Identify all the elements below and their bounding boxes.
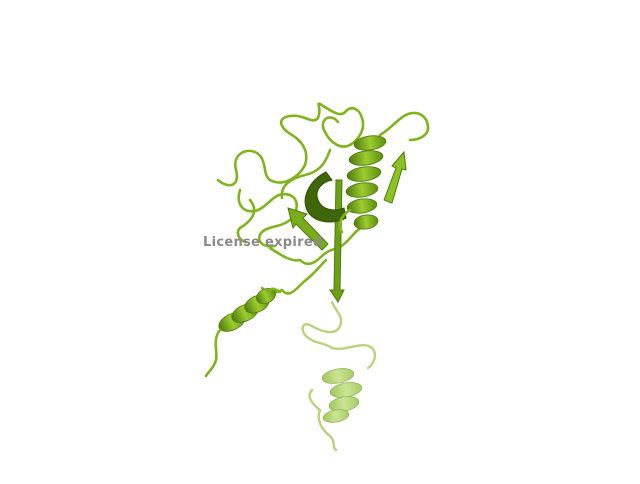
alpha-helix-lower	[321, 368, 363, 423]
beta-strand-central	[329, 179, 345, 303]
coil-loops	[216, 102, 430, 295]
alpha-helix-left	[218, 287, 276, 332]
license-watermark: License expired	[203, 235, 323, 250]
beta-strand-right	[383, 150, 407, 204]
alpha-helix-main	[345, 135, 387, 230]
beta-sheet-dark	[304, 171, 347, 223]
coil-loops-lower	[301, 300, 377, 452]
beta-strand-left	[287, 207, 329, 251]
